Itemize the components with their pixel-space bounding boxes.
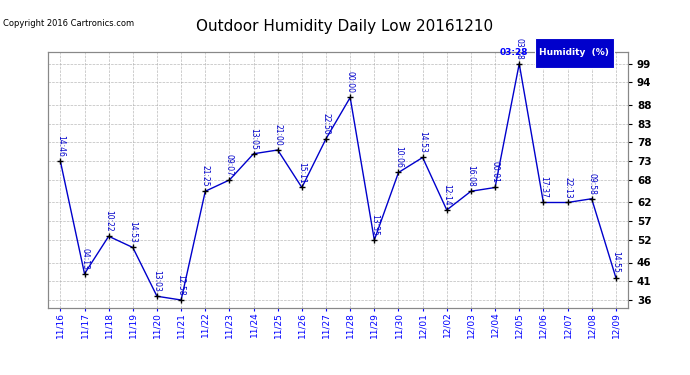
Text: 13:35: 13:35 bbox=[370, 214, 379, 236]
Text: 00:01: 00:01 bbox=[491, 162, 500, 183]
Text: Outdoor Humidity Daily Low 20161210: Outdoor Humidity Daily Low 20161210 bbox=[197, 19, 493, 34]
Text: 13:03: 13:03 bbox=[152, 270, 161, 292]
Text: 09:58: 09:58 bbox=[587, 173, 596, 195]
Text: 03:28: 03:28 bbox=[515, 38, 524, 60]
Text: 22:13: 22:13 bbox=[563, 177, 572, 198]
Text: 14:55: 14:55 bbox=[611, 252, 620, 273]
Text: 15:11: 15:11 bbox=[297, 162, 306, 183]
Text: 09:07: 09:07 bbox=[225, 154, 234, 176]
Text: 12:14: 12:14 bbox=[442, 184, 451, 206]
Text: 16:08: 16:08 bbox=[466, 165, 475, 187]
Text: 03:28: 03:28 bbox=[500, 48, 528, 57]
Text: 00:00: 00:00 bbox=[346, 71, 355, 93]
Text: Copyright 2016 Cartronics.com: Copyright 2016 Cartronics.com bbox=[3, 19, 135, 28]
Text: 14:46: 14:46 bbox=[56, 135, 65, 157]
Text: 22:50: 22:50 bbox=[322, 113, 331, 135]
Text: 14:53: 14:53 bbox=[418, 132, 427, 153]
Text: 21:00: 21:00 bbox=[273, 124, 282, 146]
Text: 21:25: 21:25 bbox=[201, 165, 210, 187]
Text: 14:53: 14:53 bbox=[128, 222, 137, 243]
Text: 04:13: 04:13 bbox=[80, 248, 89, 270]
Text: 13:05: 13:05 bbox=[249, 128, 258, 150]
Text: 10:06: 10:06 bbox=[394, 147, 403, 168]
Text: Humidity  (%): Humidity (%) bbox=[540, 48, 609, 57]
Text: 10:22: 10:22 bbox=[104, 210, 113, 232]
Text: 12:58: 12:58 bbox=[177, 274, 186, 296]
Text: 17:37: 17:37 bbox=[539, 177, 548, 198]
